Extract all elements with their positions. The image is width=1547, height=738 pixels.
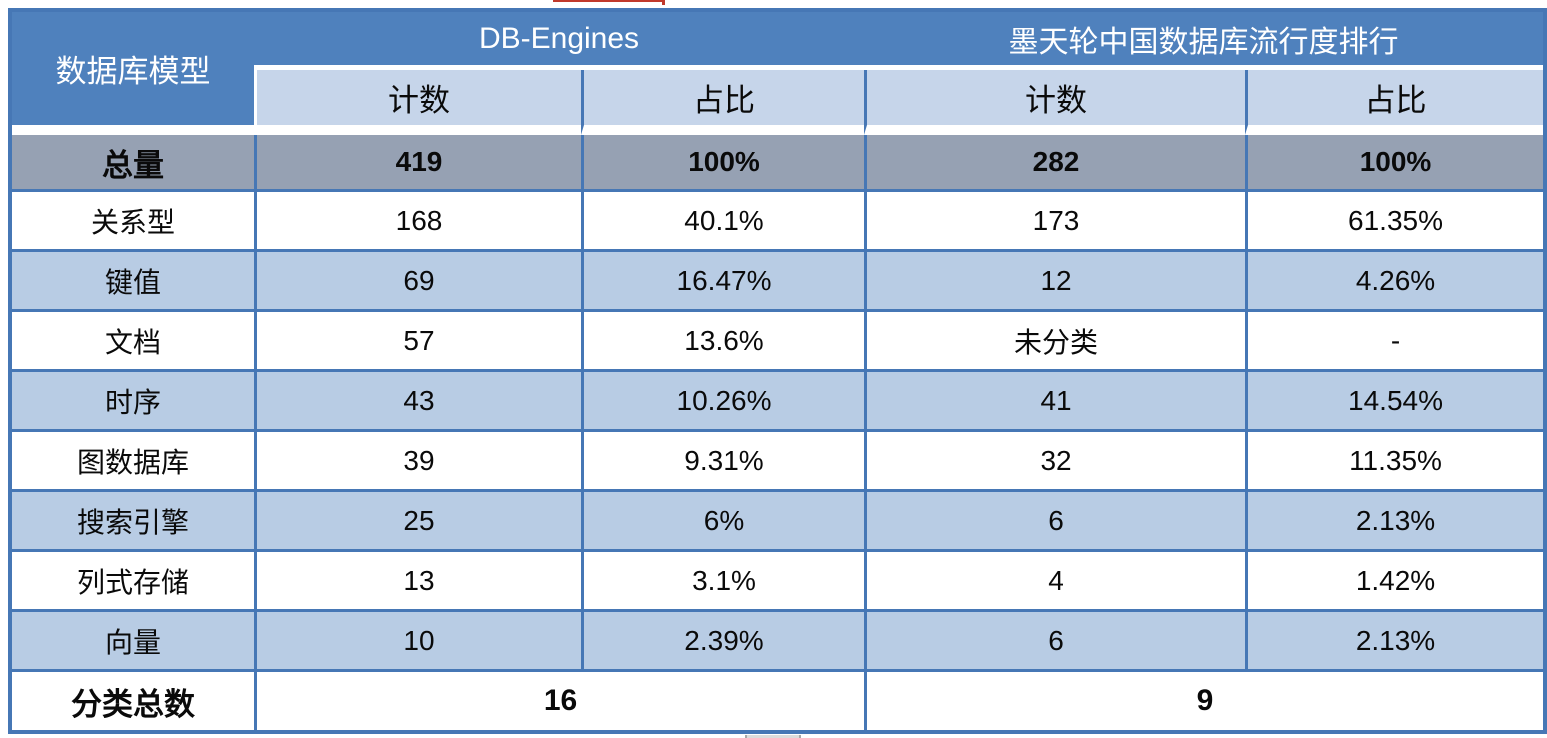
- count-cell: 41: [864, 372, 1246, 432]
- share-cell: 14.54%: [1245, 372, 1544, 432]
- red-annotation-fragment: [553, 0, 665, 5]
- share-cell: 9.31%: [581, 432, 865, 492]
- row-label-cell: 图数据库: [12, 432, 254, 492]
- table-row: 文档 57 13.6% 未分类 -: [12, 312, 1544, 372]
- share-cell: 2.39%: [581, 612, 865, 672]
- header-row-groups: 数据库模型 DB-Engines 墨天轮中国数据库流行度排行: [12, 12, 1544, 135]
- count-cell: 32: [864, 432, 1246, 492]
- share-cell: 6%: [581, 492, 865, 552]
- table-row: 搜索引擎 25 6% 6 2.13%: [12, 492, 1544, 552]
- share-cell: -: [1245, 312, 1544, 372]
- share-cell: 100%: [1245, 135, 1544, 192]
- group-header-motianlun: 墨天轮中国数据库流行度排行: [864, 12, 1544, 70]
- table-row: 键值 69 16.47% 12 4.26%: [12, 252, 1544, 312]
- group-header-dbengines: DB-Engines: [254, 12, 865, 70]
- share-cell: 61.35%: [1245, 192, 1544, 252]
- count-cell: 282: [864, 135, 1246, 192]
- motianlun-category-total-cell: 9: [864, 672, 1544, 730]
- row-label-cell: 向量: [12, 612, 254, 672]
- count-cell: 未分类: [864, 312, 1246, 372]
- table-row-total: 总量 419 100% 282 100%: [12, 135, 1544, 192]
- count-cell: 419: [254, 135, 581, 192]
- corner-header-cell: 数据库模型: [12, 12, 254, 135]
- table-row-category-totals: 分类总数 16 9: [12, 672, 1544, 730]
- share-cell: 1.42%: [1245, 552, 1544, 612]
- row-label-cell: 关系型: [12, 192, 254, 252]
- share-cell: 40.1%: [581, 192, 865, 252]
- row-label-cell: 列式存储: [12, 552, 254, 612]
- share-cell: 11.35%: [1245, 432, 1544, 492]
- share-cell: 10.26%: [581, 372, 865, 432]
- dbengines-category-total-cell: 16: [254, 672, 865, 730]
- count-cell: 173: [864, 192, 1246, 252]
- database-model-comparison-table: 数据库模型 DB-Engines 墨天轮中国数据库流行度排行 计数 占比 计数 …: [8, 8, 1547, 734]
- row-label-cell: 总量: [12, 135, 254, 192]
- count-cell: 69: [254, 252, 581, 312]
- share-cell: 13.6%: [581, 312, 865, 372]
- subheader-dbengines-count: 计数: [254, 70, 581, 135]
- count-cell: 12: [864, 252, 1246, 312]
- count-cell: 6: [864, 492, 1246, 552]
- count-cell: 25: [254, 492, 581, 552]
- count-cell: 39: [254, 432, 581, 492]
- table-row: 时序 43 10.26% 41 14.54%: [12, 372, 1544, 432]
- share-cell: 2.13%: [1245, 612, 1544, 672]
- count-cell: 10: [254, 612, 581, 672]
- table-row: 关系型 168 40.1% 173 61.35%: [12, 192, 1544, 252]
- share-cell: 16.47%: [581, 252, 865, 312]
- row-label-cell: 键值: [12, 252, 254, 312]
- share-cell: 2.13%: [1245, 492, 1544, 552]
- row-label-cell: 搜索引擎: [12, 492, 254, 552]
- share-cell: 3.1%: [581, 552, 865, 612]
- row-label-cell: 时序: [12, 372, 254, 432]
- count-cell: 4: [864, 552, 1246, 612]
- count-cell: 168: [254, 192, 581, 252]
- table-row: 图数据库 39 9.31% 32 11.35%: [12, 432, 1544, 492]
- count-cell: 13: [254, 552, 581, 612]
- row-label-cell: 分类总数: [12, 672, 254, 730]
- row-label-cell: 文档: [12, 312, 254, 372]
- count-cell: 6: [864, 612, 1246, 672]
- red-annotation-tick: [662, 0, 665, 5]
- subheader-dbengines-share: 占比: [581, 70, 865, 135]
- table-row: 向量 10 2.39% 6 2.13%: [12, 612, 1544, 672]
- count-cell: 57: [254, 312, 581, 372]
- subheader-motianlun-count: 计数: [864, 70, 1246, 135]
- share-cell: 4.26%: [1245, 252, 1544, 312]
- scrollbar-fragment: [745, 735, 801, 738]
- count-cell: 43: [254, 372, 581, 432]
- table-row: 列式存储 13 3.1% 4 1.42%: [12, 552, 1544, 612]
- header-row-subcolumns: 计数 占比 计数 占比: [12, 70, 1544, 135]
- share-cell: 100%: [581, 135, 865, 192]
- subheader-motianlun-share: 占比: [1245, 70, 1544, 135]
